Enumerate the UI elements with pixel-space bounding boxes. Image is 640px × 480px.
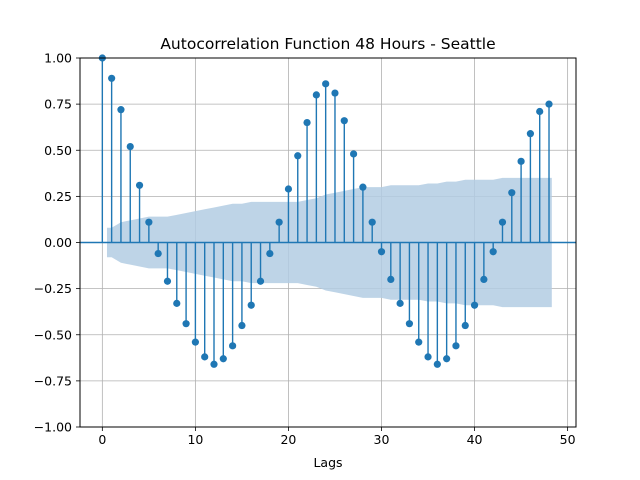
- acf-marker: [256, 277, 265, 285]
- acf-marker: [108, 74, 116, 82]
- stem-layer: [101, 58, 550, 365]
- acf-marker: [545, 100, 553, 108]
- acf-marker: [368, 218, 376, 226]
- y-tick-label: −0.50: [34, 327, 72, 342]
- x-tick-label: 0: [98, 432, 106, 447]
- acf-marker: [461, 321, 469, 330]
- acf-marker: [145, 218, 153, 226]
- acf-marker: [312, 91, 320, 99]
- acf-marker: [247, 301, 255, 309]
- y-tick-label: −0.25: [34, 281, 72, 296]
- acf-marker: [517, 157, 525, 165]
- acf-marker: [396, 299, 404, 307]
- marker-layer: [98, 54, 553, 368]
- acf-marker: [377, 248, 386, 256]
- y-tick-label: −1.00: [34, 420, 72, 435]
- x-tick-label: 20: [280, 432, 296, 447]
- acf-marker: [331, 89, 339, 97]
- acf-marker: [349, 150, 358, 158]
- acf-marker: [191, 338, 199, 346]
- acf-marker: [229, 342, 237, 350]
- y-tick-label: 1.00: [44, 51, 72, 66]
- acf-marker: [266, 249, 274, 258]
- chart-title: Autocorrelation Function 48 Hours - Seat…: [160, 35, 495, 53]
- acf-marker: [294, 152, 302, 160]
- acf-marker: [433, 360, 441, 368]
- acf-marker: [508, 189, 516, 197]
- acf-marker: [163, 277, 172, 285]
- y-tick-label: 0.75: [44, 97, 72, 112]
- acf-marker: [173, 299, 181, 307]
- x-axis-label: Lags: [313, 455, 342, 470]
- acf-marker: [480, 275, 488, 283]
- acf-marker: [452, 342, 460, 350]
- acf-marker: [526, 130, 535, 138]
- acf-marker: [117, 106, 125, 114]
- y-tick-label: 0.00: [44, 235, 72, 250]
- y-tick-label: 0.50: [44, 143, 72, 158]
- acf-marker: [135, 181, 144, 189]
- acf-marker: [415, 338, 423, 346]
- acf-marker: [387, 275, 395, 283]
- acf-marker: [322, 80, 330, 88]
- acf-marker: [536, 107, 544, 116]
- acf-marker: [154, 249, 162, 258]
- x-tick-label: 50: [560, 432, 576, 447]
- acf-marker: [275, 218, 283, 226]
- acf-marker: [210, 360, 218, 368]
- acf-marker: [340, 117, 348, 125]
- acf-marker: [470, 301, 479, 309]
- acf-marker: [303, 118, 311, 127]
- acf-marker: [424, 353, 432, 361]
- acf-marker: [359, 183, 367, 191]
- acf-marker: [443, 355, 451, 363]
- acf-marker: [126, 142, 134, 151]
- acf-marker: [405, 320, 414, 328]
- tick-layer: 0 10 20 30 40 50 1.00 0.75 0.50 0.25 0.00 −0.25 −0.5…: [34, 51, 576, 448]
- acf-marker: [219, 355, 227, 363]
- y-tick-label: −0.75: [34, 373, 72, 388]
- x-tick-label: 40: [467, 432, 483, 447]
- x-tick-label: 10: [187, 432, 203, 447]
- x-tick-label: 30: [374, 432, 390, 447]
- acf-marker: [498, 218, 507, 226]
- y-tick-label: 0.25: [44, 189, 72, 204]
- acf-marker: [201, 353, 209, 361]
- acf-marker: [489, 248, 497, 256]
- acf-marker: [238, 321, 246, 330]
- acf-marker: [284, 185, 293, 193]
- acf-marker: [182, 320, 190, 328]
